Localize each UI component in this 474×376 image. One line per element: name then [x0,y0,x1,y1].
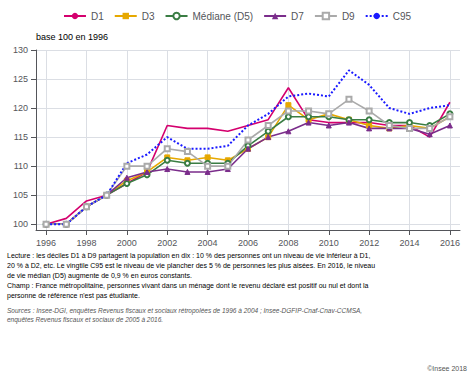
svg-text:1998: 1998 [76,238,96,248]
svg-text:D3: D3 [142,11,155,22]
svg-text:100: 100 [13,219,28,229]
svg-text:1996: 1996 [36,238,56,248]
svg-text:2004: 2004 [198,238,218,248]
svg-text:20 % à D2, etc. Le vingtile C9: 20 % à D2, etc. Le vingtile C95 est le n… [7,262,375,270]
svg-text:115: 115 [14,132,28,142]
svg-text:D7: D7 [291,11,304,22]
svg-text:©Insee 2018: ©Insee 2018 [427,365,467,372]
svg-text:120: 120 [13,103,28,113]
svg-text:Sources : Insee-DGI, enquêtes: Sources : Insee-DGI, enquêtes Revenus fi… [7,307,362,315]
svg-text:105: 105 [13,190,28,200]
svg-text:2012: 2012 [359,238,379,248]
svg-text:personne de référence n'est pa: personne de référence n'est pas étudiant… [7,292,140,300]
svg-text:2010: 2010 [319,238,339,248]
svg-text:D9: D9 [342,11,355,22]
svg-text:2006: 2006 [238,238,258,248]
svg-text:110: 110 [14,161,28,171]
svg-text:D1: D1 [91,11,104,22]
svg-text:2008: 2008 [278,238,298,248]
svg-text:C95: C95 [393,11,412,22]
svg-text:2002: 2002 [157,238,177,248]
svg-text:2016: 2016 [440,238,460,248]
svg-text:Lecture : les déciles D1 à D9: Lecture : les déciles D1 à D9 partagent … [7,252,371,260]
svg-text:enquêtes Revenus fiscaux et so: enquêtes Revenus fiscaux et sociaux de 2… [7,316,163,324]
svg-text:125: 125 [13,74,28,84]
svg-text:130: 130 [13,45,28,55]
svg-text:base 100 en 1996: base 100 en 1996 [36,32,108,42]
svg-text:Champ : France métropolitaine,: Champ : France métropolitaine, personnes… [7,282,369,290]
svg-text:Médiane (D5): Médiane (D5) [193,11,254,22]
svg-text:2000: 2000 [117,238,137,248]
svg-text:2014: 2014 [400,238,420,248]
svg-text:de vie médian (D5) augmente de: de vie médian (D5) augmente de 0,9 % en … [7,272,192,280]
